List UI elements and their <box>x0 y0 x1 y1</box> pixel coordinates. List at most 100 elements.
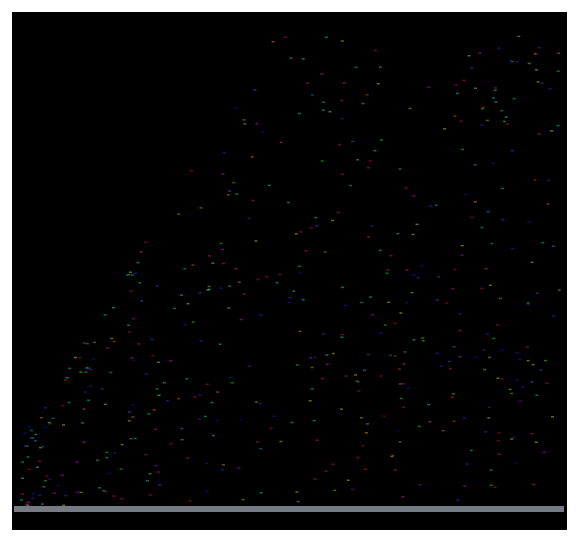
speckle <box>486 334 489 336</box>
speckle <box>315 225 318 227</box>
speckle <box>183 268 186 270</box>
speckle <box>516 352 519 354</box>
speckle <box>534 53 537 55</box>
speckle <box>551 416 554 418</box>
speckle <box>550 130 553 132</box>
speckle <box>402 407 405 409</box>
speckle <box>74 357 77 359</box>
speckle <box>311 367 314 369</box>
speckle <box>132 359 135 361</box>
speckle <box>416 224 419 226</box>
speckle <box>314 478 317 480</box>
speckle <box>503 121 506 123</box>
speckle <box>341 174 344 176</box>
speckle <box>489 285 492 287</box>
speckle <box>500 378 503 380</box>
speckle <box>211 262 214 264</box>
speckle <box>453 346 456 348</box>
speckle <box>128 420 131 422</box>
speckle <box>278 274 281 276</box>
speckle <box>157 362 160 364</box>
speckle <box>356 159 359 161</box>
speckle <box>322 109 325 111</box>
speckle <box>237 467 240 469</box>
speckle <box>255 123 258 125</box>
speckle <box>146 480 149 482</box>
speckle <box>345 375 348 377</box>
speckle <box>558 289 561 291</box>
speckle <box>147 413 150 415</box>
speckle <box>511 150 514 152</box>
speckle <box>144 242 147 244</box>
speckle <box>153 409 156 411</box>
speckle <box>534 179 537 181</box>
speckle <box>481 227 484 229</box>
speckle <box>276 282 279 284</box>
speckle <box>28 426 31 428</box>
speckle <box>419 484 422 486</box>
speckle <box>498 432 501 434</box>
speckle <box>83 342 86 344</box>
speckle <box>255 401 258 403</box>
speckle <box>367 236 370 238</box>
speckle <box>185 378 188 380</box>
speckle <box>380 375 383 377</box>
speckle <box>155 465 158 467</box>
speckle <box>453 421 456 423</box>
speckle <box>501 350 504 352</box>
speckle <box>364 468 367 470</box>
speckle <box>113 452 116 454</box>
speckle <box>273 416 276 418</box>
speckle <box>204 416 207 418</box>
speckle <box>389 255 392 257</box>
speckle <box>112 307 115 309</box>
speckle <box>510 438 513 440</box>
speckle <box>76 492 79 494</box>
speckle <box>36 467 39 469</box>
speckle <box>451 288 454 290</box>
speckle <box>355 67 358 69</box>
speckle <box>526 346 529 348</box>
speckle <box>397 430 400 432</box>
speckle <box>325 470 328 472</box>
speckle <box>367 167 370 169</box>
speckle <box>232 182 235 184</box>
speckle <box>190 170 193 172</box>
baseline-strip <box>14 506 564 512</box>
speckle <box>140 251 143 253</box>
speckle <box>521 386 524 388</box>
speckle <box>192 321 195 323</box>
speckle <box>456 500 459 502</box>
speckle <box>295 233 298 235</box>
speckle <box>243 119 246 121</box>
speckle <box>297 501 300 503</box>
speckle <box>163 382 166 384</box>
speckle <box>149 473 152 475</box>
speckle <box>530 433 533 435</box>
speckle <box>494 101 497 103</box>
image-frame <box>12 12 567 530</box>
speckle <box>333 490 336 492</box>
speckle <box>515 379 518 381</box>
speckle <box>357 390 360 392</box>
speckle <box>284 36 287 38</box>
speckle <box>206 491 209 493</box>
speckle <box>497 440 500 442</box>
speckle <box>130 291 133 293</box>
speckle <box>316 440 319 442</box>
speckle <box>527 303 530 305</box>
speckle <box>543 452 546 454</box>
speckle <box>296 364 299 366</box>
speckle <box>501 188 504 190</box>
speckle <box>437 276 440 278</box>
speckle <box>156 388 159 390</box>
speckle <box>150 339 153 341</box>
speckle <box>471 217 474 219</box>
speckle <box>261 131 264 133</box>
speckle <box>387 302 390 304</box>
speckle <box>498 454 501 456</box>
speckle <box>531 262 534 264</box>
speckle <box>144 454 147 456</box>
speckle <box>466 463 469 465</box>
speckle <box>44 407 47 409</box>
